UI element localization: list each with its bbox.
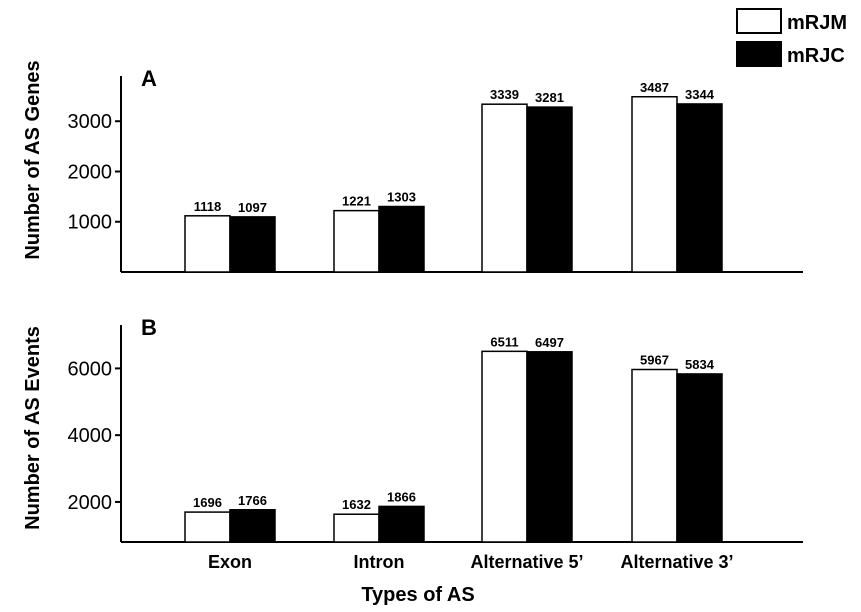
bar-mrjm-2	[481, 350, 528, 543]
bar-mrjc-2	[526, 106, 573, 273]
panel-a-bars	[184, 96, 723, 273]
panel-b-ticks: 2000 4000 6000	[68, 358, 121, 514]
bar-mrjc-2	[526, 351, 573, 543]
bar-mrjm-3	[631, 368, 678, 543]
bar-mrjc-1	[378, 205, 425, 273]
data-label: 1303	[387, 190, 416, 205]
y-tick-label: 3000	[68, 111, 113, 133]
y-tick-label: 1000	[68, 212, 113, 234]
bar-mrjm-3	[631, 96, 678, 273]
data-label: 3281	[535, 90, 564, 105]
bar-mrjm-1	[333, 513, 380, 543]
panel-a: A Number of AS Genes 1000 2000 3000 1118 10…	[22, 60, 803, 273]
y-tick-label: 6000	[68, 358, 113, 380]
bar-mrjc-0	[229, 216, 276, 273]
data-label: 3487	[640, 80, 669, 95]
y-tick-label: 2000	[68, 161, 113, 183]
y-tick-label: 2000	[68, 492, 113, 514]
bar-mrjc-0	[229, 509, 276, 543]
bar-mrjc-3	[676, 103, 723, 273]
data-label: 3344	[685, 87, 715, 102]
x-tick-label: Alternative 5’	[470, 552, 583, 572]
data-label: 5834	[685, 357, 715, 372]
x-tick-label: Alternative 3’	[620, 552, 733, 572]
data-label: 3339	[490, 87, 519, 102]
panel-a-letter: A	[141, 66, 157, 91]
bar-mrjc-1	[378, 505, 425, 543]
bar-mrjm-1	[333, 209, 380, 273]
panel-b-bars	[184, 350, 723, 543]
legend: mRJM mRJC	[736, 8, 847, 67]
panel-a-data-labels: 1118 1097 1221 1303 3339 3281 3487 3344	[194, 80, 715, 215]
bar-mrjc-3	[676, 373, 723, 543]
data-label: 1866	[387, 489, 416, 504]
x-category-labels: Exon Intron Alternative 5’ Alternative 3’	[208, 552, 734, 572]
data-label: 1097	[238, 200, 267, 215]
data-label: 6497	[535, 335, 564, 350]
y-tick-label: 4000	[68, 425, 113, 447]
data-label: 6511	[490, 334, 518, 349]
data-label: 5967	[640, 353, 669, 368]
panel-b-data-labels: 1696 1766 1632 1866 6511 6497 5967 5834	[193, 334, 715, 512]
bar-mrjm-2	[481, 103, 528, 273]
x-tick-label: Intron	[354, 552, 405, 572]
x-tick-label: Exon	[208, 552, 252, 572]
panel-b-ylabel: Number of AS Events	[22, 326, 44, 530]
data-label: 1221	[342, 194, 371, 209]
data-label: 1118	[194, 199, 222, 214]
panel-a-ticks: 1000 2000 3000	[68, 111, 121, 234]
panel-b-letter: B	[141, 315, 157, 340]
data-label: 1632	[342, 497, 371, 512]
data-label: 1766	[238, 493, 267, 508]
data-label: 1696	[193, 495, 222, 510]
x-axis-label: Types of AS	[361, 584, 474, 606]
legend-label-mrjm: mRJM	[787, 12, 847, 34]
bar-mrjm-0	[184, 215, 231, 273]
legend-swatch-mrjm	[736, 8, 782, 34]
legend-swatch-mrjc	[736, 41, 782, 67]
bar-mrjm-0	[184, 511, 231, 543]
legend-label-mrjc: mRJC	[787, 45, 845, 67]
panel-a-ylabel: Number of AS Genes	[22, 60, 44, 259]
